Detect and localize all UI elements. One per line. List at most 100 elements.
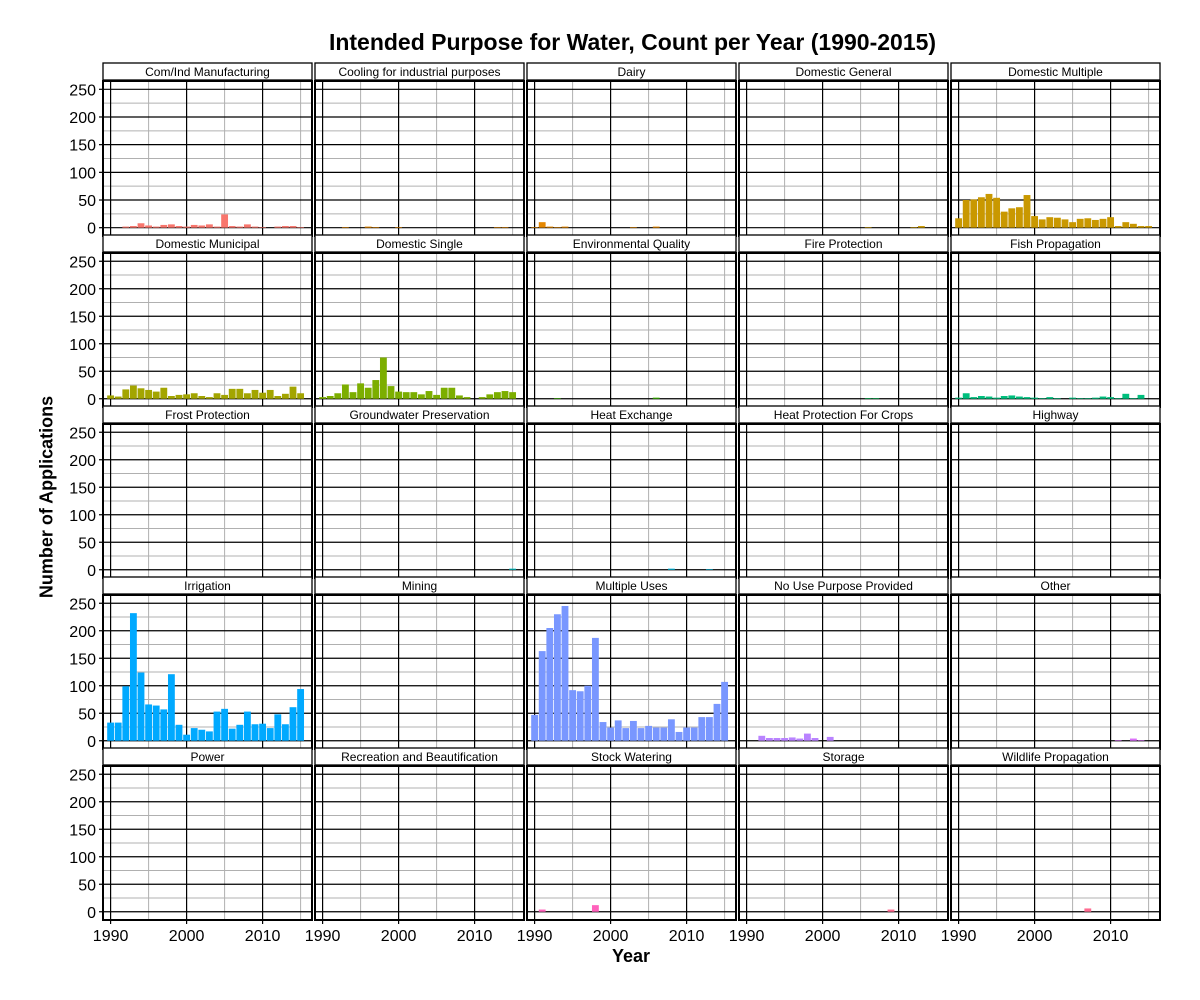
bar-2013 <box>281 724 289 741</box>
bar-2010 <box>259 723 267 741</box>
bar-1991 <box>962 393 970 399</box>
x-tick-label: 1990 <box>517 928 553 945</box>
bar-2010 <box>683 727 691 741</box>
bar-2007 <box>236 724 244 741</box>
bar-2014 <box>289 386 297 399</box>
bar-2011 <box>1114 398 1122 399</box>
bar-2001 <box>402 392 410 399</box>
bar-1992 <box>546 226 554 228</box>
bar-2000 <box>183 734 191 741</box>
bar-2013 <box>493 392 501 399</box>
bar-2012 <box>698 717 706 741</box>
bar-2008 <box>243 711 251 741</box>
bar-1990 <box>531 227 539 228</box>
bar-2009 <box>1099 218 1107 228</box>
strip-label: Power <box>190 750 224 764</box>
y-tick-label: 100 <box>69 850 96 867</box>
bar-2006 <box>652 727 660 741</box>
bar-2000 <box>607 727 615 741</box>
panel-fish-propagation: Fish Propagation <box>950 234 1161 408</box>
bar-2011 <box>266 389 274 399</box>
bar-1999 <box>1023 397 1031 399</box>
panel-com-ind-manufacturing: Com/Ind Manufacturing 0 50 100 150 200 250 <box>69 62 313 238</box>
bar-1997 <box>1008 208 1016 228</box>
bar-1994 <box>349 392 357 399</box>
bar-2005 <box>221 394 229 399</box>
bar-2014 <box>289 226 297 228</box>
bar-1993 <box>553 227 561 228</box>
bar-2015 <box>297 393 305 399</box>
x-tick-label: 1990 <box>941 928 977 945</box>
bar-1991 <box>326 396 334 399</box>
bar-2014 <box>501 227 509 228</box>
bar-1996 <box>1000 211 1008 228</box>
strip-label: Domestic Multiple <box>1008 65 1103 79</box>
bar-1991 <box>962 200 970 228</box>
strip-label: Heat Protection For Crops <box>774 408 913 422</box>
bar-1994 <box>985 396 993 399</box>
bar-2012 <box>1122 222 1130 228</box>
y-tick-label: 250 <box>69 767 96 784</box>
y-tick-label: 150 <box>69 651 96 668</box>
bar-2007 <box>1084 398 1092 399</box>
panel-heat-exchange: Heat Exchange <box>526 405 737 579</box>
bar-2006 <box>652 397 660 399</box>
strip-label: Domestic Municipal <box>155 237 259 251</box>
bar-2001 <box>1038 398 1046 399</box>
bar-1996 <box>1000 396 1008 399</box>
strip-label: Environmental Quality <box>573 237 690 251</box>
bar-1992 <box>122 226 130 228</box>
bar-2005 <box>1069 397 1077 399</box>
bar-1997 <box>584 685 592 741</box>
strip-label: Multiple Uses <box>595 579 667 593</box>
bar-2005 <box>645 725 653 741</box>
bar-2000 <box>1031 397 1039 399</box>
bar-2004 <box>213 226 221 228</box>
bar-2005 <box>221 214 229 228</box>
panel-wildlife-propagation: Wildlife Propagation 1990 2000 2010 <box>941 747 1161 945</box>
bar-2002 <box>1046 217 1054 228</box>
bar-2005 <box>1069 222 1077 228</box>
bar-1994 <box>137 672 145 741</box>
chart-title: Intended Purpose for Water, Count per Ye… <box>328 29 937 55</box>
bar-1998 <box>1015 396 1023 399</box>
bar-2013 <box>281 393 289 399</box>
bar-2013 <box>705 717 713 741</box>
bar-1991 <box>114 722 122 741</box>
bar-1991 <box>538 651 546 741</box>
panel-dairy: Dairy <box>526 62 737 237</box>
y-tick-label: 200 <box>69 110 96 127</box>
bar-2004 <box>213 711 221 741</box>
bar-1998 <box>1015 207 1023 228</box>
bar-1993 <box>977 197 985 228</box>
x-tick-label: 1990 <box>305 928 341 945</box>
bar-1991 <box>114 396 122 399</box>
bar-1992 <box>758 735 766 741</box>
bar-2007 <box>448 387 456 399</box>
bar-1994 <box>137 223 145 228</box>
bar-1991 <box>538 909 546 912</box>
bar-2013 <box>1129 398 1137 399</box>
bar-2003 <box>629 720 637 741</box>
bar-1999 <box>175 724 183 741</box>
bar-1994 <box>985 193 993 228</box>
bar-1993 <box>129 613 137 741</box>
bar-1998 <box>591 905 599 912</box>
bar-2015 <box>1145 226 1153 228</box>
strip-label: Irrigation <box>184 579 231 593</box>
panel-storage: Storage 1990 2000 2010 <box>729 747 949 945</box>
bar-1993 <box>553 398 561 399</box>
y-tick-label: 200 <box>69 453 96 470</box>
bar-2015 <box>297 689 305 741</box>
bar-1990 <box>955 218 963 228</box>
bar-2006 <box>228 728 236 741</box>
strip-label: Com/Ind Manufacturing <box>145 65 270 79</box>
bar-1992 <box>122 389 130 399</box>
bar-1993 <box>341 227 349 228</box>
bar-2006 <box>864 227 872 228</box>
panel-domestic-single: Domestic Single <box>314 234 525 408</box>
bar-1996 <box>788 737 796 741</box>
bar-1997 <box>372 227 380 228</box>
bar-1997 <box>160 224 168 228</box>
y-tick-label: 100 <box>69 165 96 182</box>
